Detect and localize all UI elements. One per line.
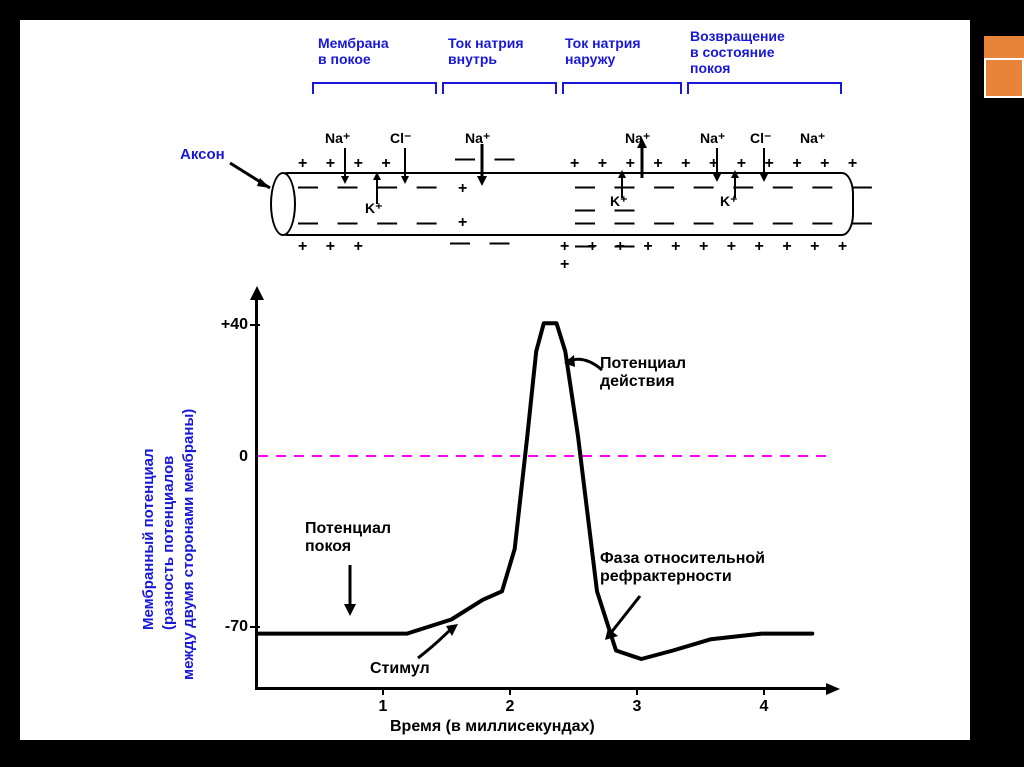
y-axis-title-3: между двумя сторонами мембраны) [180,409,197,680]
cl-in-arrow-icon [398,146,412,186]
y-axis-title-2: (разность потенциалов [160,456,177,630]
phase-label-return-rest: Возвращениев состояниепокоя [690,28,785,76]
action-potential-curve [255,295,835,695]
phase-label-na-out: Ток натриянаружу [565,35,641,67]
na-out-arrow-icon [635,138,649,182]
axon-cap [270,172,296,236]
k-arrow-3-icon [728,168,742,202]
ion-label: Cl⁻ [750,130,771,147]
ytick-40: +40 [208,316,248,334]
charge-row: — — — — — — — — — — [575,212,880,258]
bracket-4 [687,82,842,94]
ytick-0: 0 [208,448,248,466]
phase-label-resting-membrane: Мембранав покое [318,35,389,67]
na-arrow-3-icon [710,146,724,184]
bracket-3 [562,82,682,94]
anno-rest-arrow-icon [340,560,360,620]
anno-action-potential: Потенциалдействия [600,355,686,390]
bracket-1 [312,82,437,94]
charge-row: — — — — [298,212,444,235]
charge-row: + + + [298,238,370,256]
phase-label-na-in: Ток натриявнутрь [448,35,524,67]
xtick-label-4: 4 [754,698,774,716]
y-axis-title-1: Мембранный потенциал [140,448,157,630]
k-out-arrow-1-icon [370,170,384,208]
anno-refractory: Фаза относительнойрефрактерности [600,550,765,585]
x-axis-title: Время (в миллисекундах) [390,718,595,736]
anno-refr-arrow-icon [600,590,660,645]
anno-ap-arrow-icon [560,345,610,385]
charge-row: + [458,180,474,198]
ion-label: Na⁺ [800,130,825,147]
ytick-m70: -70 [208,618,248,636]
anno-stimulus: Стимул [370,660,430,678]
ion-label: Na⁺ [700,130,725,147]
ion-label: Cl⁻ [390,130,411,147]
diagram-area: Мембранав покое Ток натриявнутрь Ток нат… [80,20,880,740]
charge-row: — — [450,232,517,255]
axon-label: Аксон [180,146,225,163]
slide-decoration-bottom [984,58,1024,98]
bracket-2 [442,82,557,94]
xtick-label-2: 2 [500,698,520,716]
xtick-label-1: 1 [373,698,393,716]
anno-resting-potential: Потенциалпокоя [305,520,391,555]
cl-arrow-3-icon [757,146,771,184]
xtick-label-3: 3 [627,698,647,716]
charge-row: + [458,214,474,232]
na-cl-in-arrow-icon [338,146,352,186]
slide-decoration-top [984,36,1024,58]
anno-stim-arrow-icon [410,620,470,662]
slide: Мембранав покое Ток натриявнутрь Ток нат… [20,20,970,740]
na-in-arrow-icon [475,142,489,186]
ion-label: Na⁺ [325,130,350,147]
k-arrow-2-icon [615,168,629,202]
